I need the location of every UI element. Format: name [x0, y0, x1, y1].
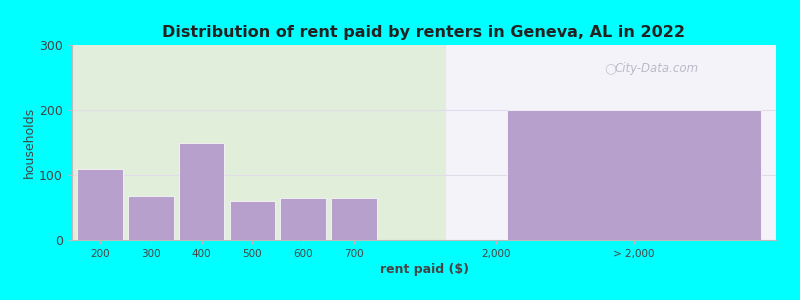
- Bar: [72, 211, 446, 220]
- Bar: [446, 45, 776, 240]
- Bar: [72, 74, 446, 84]
- Bar: [506, 110, 761, 240]
- Bar: [72, 182, 446, 191]
- Bar: [72, 94, 446, 103]
- Bar: [72, 201, 446, 211]
- Text: ○: ○: [605, 61, 617, 75]
- Bar: [72, 64, 446, 74]
- Bar: [72, 45, 446, 55]
- Bar: [72, 113, 446, 123]
- Bar: [72, 162, 446, 172]
- Bar: [72, 45, 446, 240]
- Bar: [128, 196, 174, 240]
- Bar: [72, 191, 446, 201]
- Bar: [331, 198, 377, 240]
- Bar: [178, 142, 225, 240]
- Bar: [72, 123, 446, 133]
- X-axis label: rent paid ($): rent paid ($): [379, 263, 469, 276]
- Title: Distribution of rent paid by renters in Geneva, AL in 2022: Distribution of rent paid by renters in …: [162, 25, 686, 40]
- Bar: [72, 220, 446, 230]
- Bar: [230, 201, 275, 240]
- Bar: [72, 55, 446, 64]
- Bar: [72, 103, 446, 113]
- Bar: [281, 198, 326, 240]
- Bar: [72, 172, 446, 182]
- Y-axis label: households: households: [23, 107, 36, 178]
- Bar: [72, 84, 446, 94]
- Bar: [72, 230, 446, 240]
- Text: City-Data.com: City-Data.com: [614, 62, 698, 75]
- Bar: [72, 142, 446, 152]
- Bar: [72, 133, 446, 142]
- Bar: [77, 169, 123, 240]
- Bar: [72, 152, 446, 162]
